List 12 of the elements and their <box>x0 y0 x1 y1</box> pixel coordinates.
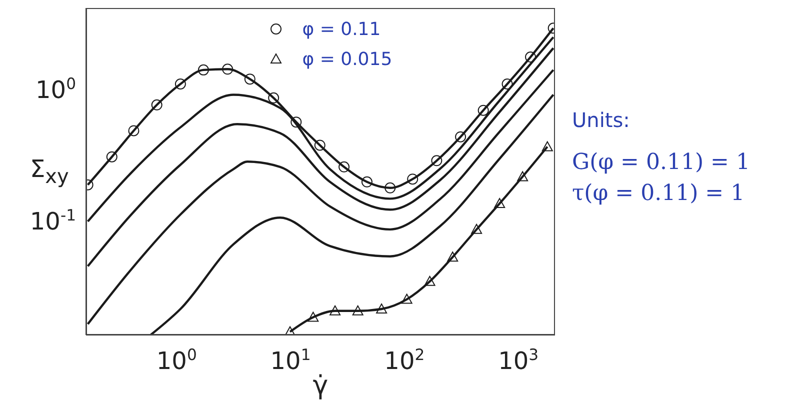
legend-label: φ = 0.11 <box>302 18 381 40</box>
x-tick-label: 10$^{3}$ <box>498 346 539 375</box>
x-tick-label: 10$^{2}$ <box>384 346 425 375</box>
x-tick-label: 10$^{0}$ <box>156 346 197 375</box>
text: Units: <box>572 108 631 132</box>
legend-label: φ = 0.015 <box>302 48 392 70</box>
x-axis-title: γ̇ <box>312 371 330 401</box>
y-tick-label: 10$^{-1}$ <box>30 206 76 236</box>
text: τ(φ = 0.11) = 1 <box>572 181 746 206</box>
y-axis-title: Σ$_{xy}$ <box>30 155 69 188</box>
text: G(φ = 0.11) = 1 <box>572 150 750 175</box>
x-tick-label: 10$^{1}$ <box>270 346 311 375</box>
